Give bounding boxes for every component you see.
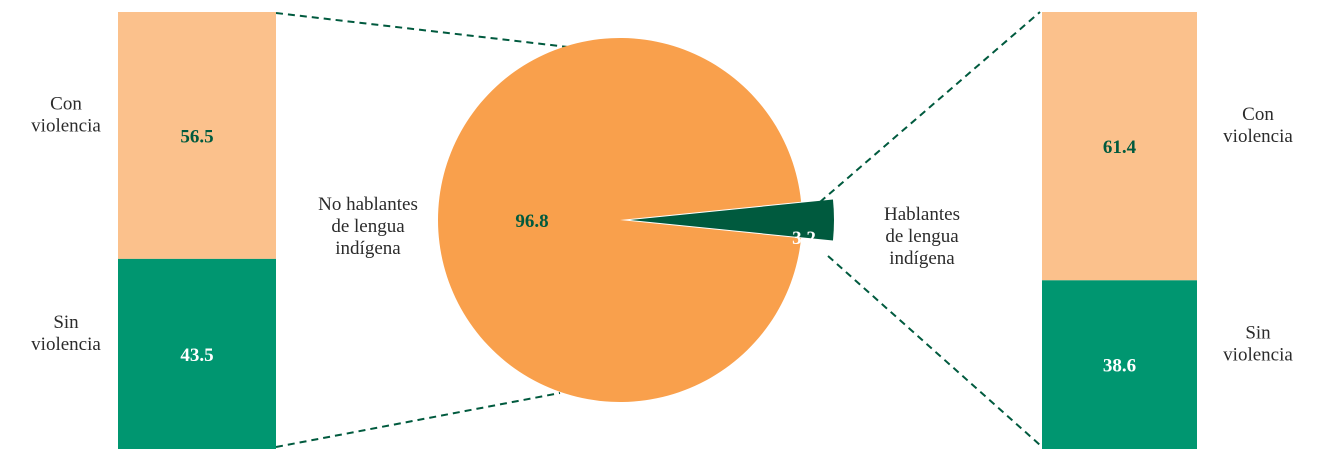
bar-2-label-sin-violencia-line: violencia — [1223, 345, 1293, 366]
pie-value-no-hablantes-line: 96.8 — [515, 211, 548, 232]
connector-left-bottom — [275, 392, 561, 448]
bar-2-label-sin-violencia: Sin violencia — [1223, 323, 1293, 366]
bar-2-value-sin-violencia: 38.6 — [1103, 356, 1136, 377]
bar-2-label-con-violencia: Con violencia — [1223, 104, 1293, 147]
pie-label-no-hablantes-line: de lengua — [331, 216, 405, 237]
pie-value-hablantes: 3.2 — [792, 228, 816, 249]
bar-1-label-sin-violencia-line: Sin — [53, 312, 79, 333]
bar-2-value-con-violencia-line: 61.4 — [1103, 137, 1137, 158]
pie-slice-no-hablantes — [438, 37, 802, 403]
bar-2-value-con-violencia: 61.4 — [1103, 137, 1137, 158]
bar-1-value-sin-violencia-line: 43.5 — [180, 345, 213, 366]
pie-label-no-hablantes-line: No hablantes — [318, 194, 418, 215]
bar-1-value-con-violencia: 56.5 — [180, 126, 213, 147]
bar-2-label-con-violencia-line: Con — [1242, 104, 1274, 125]
bar-1-segment-con-violencia — [118, 12, 276, 259]
connector-right-top — [819, 11, 1041, 203]
bar-2-value-sin-violencia-line: 38.6 — [1103, 356, 1136, 377]
connector-right-bottom — [827, 255, 1041, 446]
pie-label-no-hablantes-line: indígena — [335, 238, 401, 259]
bar-1-label-sin-violencia: Sin violencia — [31, 312, 101, 355]
bar-2-segment-sin-violencia — [1042, 280, 1197, 449]
bar-2-segment-con-violencia — [1042, 12, 1197, 281]
bar-1-label-sin-violencia-line: violencia — [31, 334, 101, 355]
pie-label-no-hablantes: No hablantes de lengua indígena — [318, 194, 418, 259]
pie-label-hablantes-line: de lengua — [885, 226, 959, 247]
bar-1-label-con-violencia-line: Con — [50, 93, 82, 114]
connector-left-top — [275, 12, 569, 48]
bar-1-label-con-violencia-line: violencia — [31, 115, 101, 136]
bar-1-label-con-violencia: Con violencia — [31, 93, 101, 136]
bar-1-value-con-violencia-line: 56.5 — [180, 126, 213, 147]
bar-2-label-sin-violencia-line: Sin — [1245, 323, 1271, 344]
bar-1-segment-sin-violencia — [118, 258, 276, 449]
bar-1-value-sin-violencia: 43.5 — [180, 345, 213, 366]
pie-value-no-hablantes: 96.8 — [515, 211, 548, 232]
pie-label-hablantes: Hablantes de lengua indígena — [884, 204, 960, 269]
pie-label-hablantes-line: Hablantes — [884, 204, 960, 225]
bar-2-label-con-violencia-line: violencia — [1223, 126, 1293, 147]
pie-value-hablantes-line: 3.2 — [792, 228, 816, 249]
pie-label-hablantes-line: indígena — [889, 248, 955, 269]
pie-slice-hablantes — [630, 199, 835, 241]
